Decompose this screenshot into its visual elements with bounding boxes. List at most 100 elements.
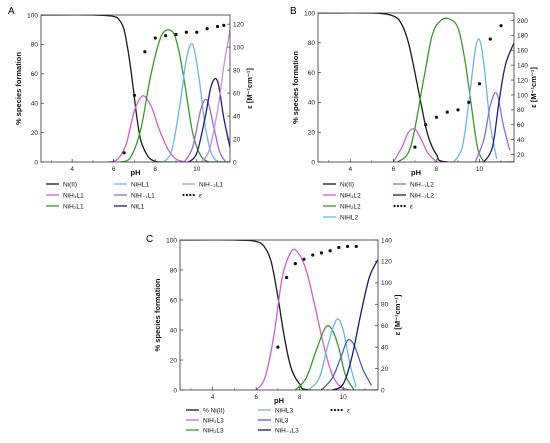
series-line-4: [183, 98, 227, 162]
x-tick-label: 6: [112, 166, 116, 173]
epsilon-point: [328, 249, 332, 253]
series-line-0: [41, 15, 230, 162]
epsilon-point: [132, 93, 137, 97]
epsilon-point: [354, 244, 358, 249]
x-tick-label: 8: [298, 394, 302, 401]
legend-item: NiH₋₁L3: [275, 428, 299, 435]
y-tick-label: 0: [311, 159, 315, 166]
legend-item: NiH₋₁L1: [131, 193, 155, 200]
epsilon-point: [477, 82, 482, 86]
legend-dot: [393, 204, 396, 208]
epsilon-point: [434, 115, 439, 119]
legend-dot: [340, 408, 343, 412]
y-tick-label: 40: [31, 101, 39, 108]
series-line-0: [180, 240, 378, 390]
y-tick-label: 0: [34, 159, 38, 166]
y-tick-label: 100: [304, 10, 315, 17]
y2-tick-label: 40: [233, 113, 241, 120]
panel-label: B: [290, 6, 297, 17]
legend: Ni(II) NiH₃L1 NiH₂L1 NiHL1 NiH₋₁L1 NiL1 NiH₋₂L…: [46, 182, 223, 211]
legend-item: NiH₃L3: [203, 418, 224, 425]
y-tick-label: 60: [170, 297, 178, 304]
series-line-2: [397, 17, 485, 162]
y2-tick-label: 140: [517, 62, 528, 69]
epsilon-point: [195, 30, 199, 34]
series-group: [41, 15, 230, 162]
y2-tick-label: 100: [233, 44, 244, 51]
plot-frame: [40, 14, 231, 163]
epsilon-point: [184, 30, 188, 34]
y2-tick-label: 120: [517, 77, 528, 84]
x-axis-label: pH: [274, 396, 284, 405]
x-tick-label: 10: [476, 166, 484, 173]
series-line-1: [109, 95, 187, 162]
legend-item: ε: [410, 204, 413, 211]
legend-item: Ni(II): [340, 182, 354, 189]
panel-label: A: [8, 6, 15, 17]
y2-tick-label: 0: [233, 159, 237, 166]
y2-tick-label: 0: [381, 387, 385, 394]
series-line-3: [453, 38, 498, 162]
legend-item: NiHL2: [340, 215, 358, 222]
epsilon-point: [122, 151, 126, 155]
x-tick-label: 10: [193, 166, 201, 173]
legend-item: NiH₃L1: [63, 193, 84, 200]
epsilon-point: [456, 108, 460, 112]
y-tick-label: 80: [170, 267, 178, 274]
x-tick-label: 8: [435, 166, 439, 173]
y2-tick-label: 120: [233, 21, 244, 28]
plot-frame: [317, 12, 515, 163]
y-tick-label: 0: [173, 387, 177, 394]
series-line-1: [392, 128, 437, 162]
epsilon-point: [143, 50, 147, 54]
legend-dot: [189, 193, 192, 197]
x-tick-label: 4: [70, 166, 74, 173]
legend-dot: [185, 193, 188, 197]
epsilon-points: [122, 23, 226, 155]
y2-tick-label: 20: [233, 136, 241, 143]
y-tick-label: 60: [31, 71, 39, 78]
legend-item: NiH₋₂L1: [199, 182, 223, 189]
y2-tick-label: 40: [381, 344, 389, 351]
legend-item: NiHL1: [131, 182, 149, 189]
y-tick-label: 40: [308, 100, 316, 107]
legend-item: NiH₋₂L2: [410, 193, 434, 200]
epsilon-point: [293, 261, 297, 266]
legend-item: NiH₋₁L2: [410, 182, 434, 189]
y2-axis-label: ε [M⁻¹cm⁻¹]: [245, 68, 254, 109]
legend: Ni(II) NiH₃L2 NiH₂L2 NiHL2 NiH₋₁L2 NiH₋₂L2 ε: [323, 182, 434, 222]
series-line-1: [255, 248, 350, 390]
epsilon-point: [467, 100, 471, 104]
y2-tick-label: 80: [517, 107, 525, 114]
legend-dot: [333, 408, 336, 412]
y2-axis-label: ε [M⁻¹cm⁻¹]: [529, 67, 538, 108]
legend-item: ε: [347, 408, 350, 415]
y2-tick-label: 80: [381, 302, 389, 309]
epsilon-points: [276, 244, 358, 349]
y-tick-label: 100: [27, 12, 38, 19]
y2-tick-label: 60: [233, 90, 241, 97]
y2-tick-label: 200: [517, 18, 528, 25]
legend: % Ni(II) NiH₃L3 NiH₂L3 NiHL3 NiL3 NiH₋₁L3 ε: [186, 408, 350, 435]
y2-tick-label: 120: [381, 259, 392, 266]
epsilon-point: [285, 275, 289, 280]
y-tick-label: 20: [31, 130, 39, 137]
y-tick-label: 80: [31, 42, 39, 49]
epsilon-point: [174, 32, 178, 37]
legend-item: ε: [199, 193, 202, 200]
x-axis-label: pH: [411, 168, 421, 177]
epsilon-point: [153, 36, 157, 40]
legend-dot: [330, 408, 333, 412]
legend-item: NiHL3: [275, 408, 293, 415]
series-line-2: [294, 325, 355, 390]
legend-item: NiH₂L3: [203, 428, 224, 435]
series-line-5: [331, 259, 378, 390]
y-tick-label: 80: [308, 40, 316, 47]
epsilon-point: [302, 257, 306, 261]
legend-item: NiL1: [131, 204, 145, 211]
x-tick-label: 6: [392, 166, 396, 173]
epsilon-point: [424, 123, 428, 127]
y-tick-label: 40: [170, 327, 178, 334]
series-line-4: [320, 339, 373, 390]
